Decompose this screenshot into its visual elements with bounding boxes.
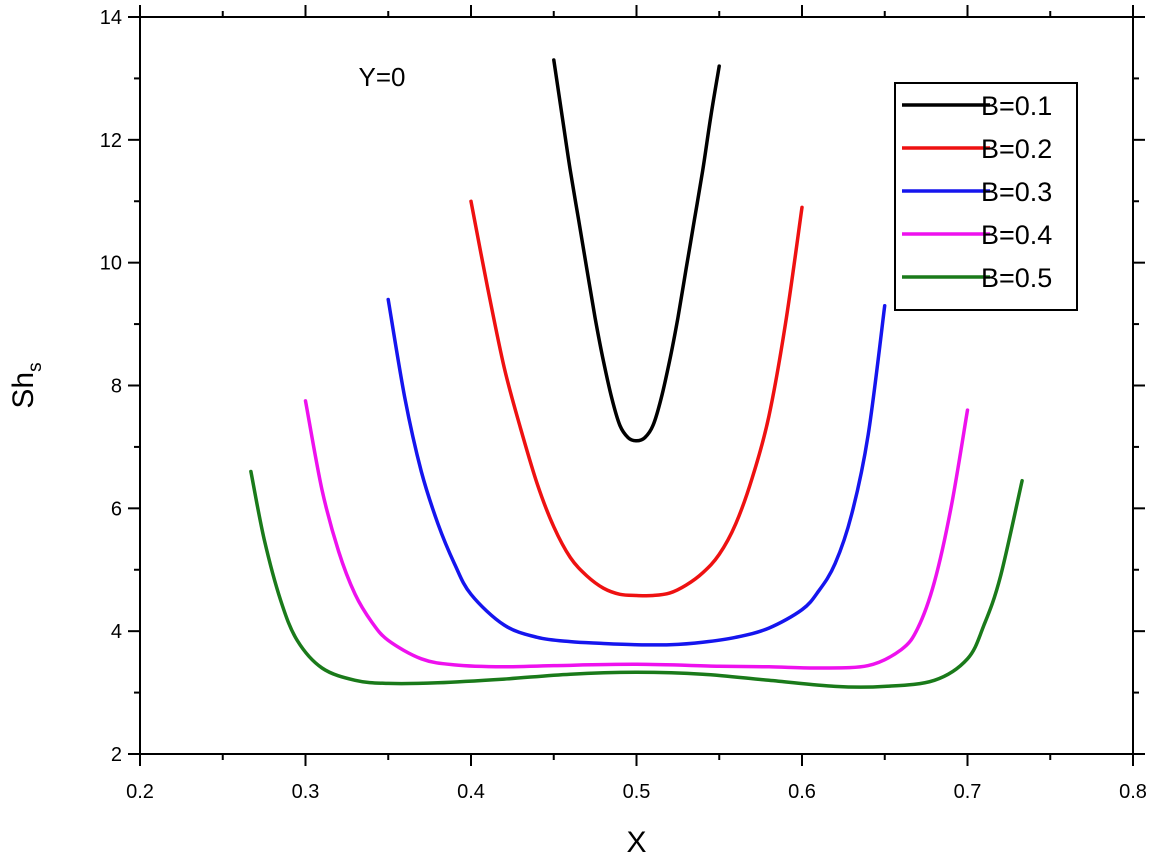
legend: B=0.1 B=0.2 B=0.3 B=0.4 B=0.5 (894, 82, 1078, 311)
plot-area-frame (139, 16, 1134, 755)
legend-label-2: B=0.2 (981, 134, 1052, 164)
y-axis-title-subscript: s (25, 362, 46, 372)
legend-label-4: B=0.4 (981, 220, 1052, 250)
x-tick-label: 0.4 (457, 781, 485, 803)
x-tick-label: 0.5 (623, 781, 651, 803)
series-line-3 (386, 297, 887, 647)
x-tick-label: 0.2 (126, 781, 154, 803)
series-line-4 (303, 399, 970, 670)
series-layer (249, 58, 1024, 689)
x-tick-label: 0.6 (788, 781, 816, 803)
y-tick-label: 12 (100, 130, 122, 152)
x-tick-label: 0.8 (1119, 781, 1147, 803)
y-tick-label: 4 (111, 621, 122, 643)
series-line-1 (552, 58, 721, 443)
y-axis-title-main: Sh (7, 372, 40, 409)
axis-ticks: 0.2 0.3 0.4 0.5 0.6 0.7 0.8 2 4 6 8 10 12 14 (100, 5, 1147, 803)
x-tick-label: 0.7 (954, 781, 982, 803)
series-line-2 (469, 199, 804, 598)
legend-label-5: B=0.5 (981, 263, 1052, 293)
x-tick-label: 0.3 (292, 781, 320, 803)
legend-label-3: B=0.3 (981, 177, 1052, 207)
legend-label-1: B=0.1 (981, 91, 1052, 121)
x-axis-title: X (626, 826, 646, 858)
y-tick-label: 10 (100, 253, 122, 275)
annotation-label: Y=0 (359, 62, 406, 92)
series-line-5 (249, 469, 1024, 689)
y-axis-title: Shs (7, 362, 46, 408)
y-tick-label: 6 (111, 498, 122, 520)
y-tick-label: 8 (111, 376, 122, 398)
y-tick-label: 14 (100, 7, 122, 29)
y-tick-label: 2 (111, 744, 122, 766)
legend-box (894, 82, 1078, 311)
